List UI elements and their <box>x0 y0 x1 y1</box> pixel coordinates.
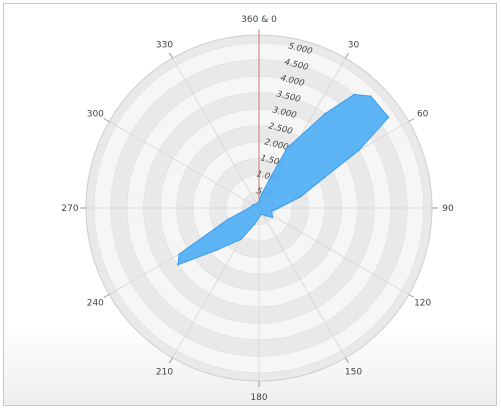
data-point-195 <box>253 223 256 225</box>
spoke-300 <box>108 121 260 209</box>
angle-label-60: 60 <box>417 110 429 120</box>
angle-tick-120 <box>408 294 415 298</box>
angle-label-30: 30 <box>348 40 360 50</box>
chart-frame: 360 & 0306090120150180210240270300330500… <box>3 3 497 406</box>
data-point-40 <box>353 93 356 96</box>
data-point-75 <box>299 196 302 198</box>
data-point-45 <box>370 95 372 97</box>
angle-label-150: 150 <box>345 368 362 378</box>
spoke-120 <box>258 207 410 295</box>
data-point-65 <box>323 176 326 179</box>
angle-label-210: 210 <box>156 368 173 378</box>
series-area-0 <box>177 93 390 266</box>
data-point-250 <box>227 218 229 221</box>
angle-label-90: 90 <box>442 204 454 214</box>
angle-tick-150 <box>345 357 349 364</box>
polar-chart: 360 & 0306090120150180210240270300330500… <box>61 15 454 403</box>
data-point-225 <box>216 249 218 251</box>
data-point-210 <box>240 238 242 241</box>
spoke-150 <box>258 207 346 359</box>
data-point-35 <box>324 112 326 115</box>
spoke-330 <box>172 57 260 209</box>
data-point-160 <box>260 213 263 215</box>
data-point-25 <box>286 147 288 150</box>
data-point-300 <box>252 203 255 206</box>
angle-label-240: 240 <box>87 299 104 309</box>
data-point-60 <box>358 149 360 152</box>
data-point-105 <box>270 210 273 213</box>
angle-tick-300 <box>103 118 110 122</box>
data-point-55 <box>387 116 390 119</box>
angle-label-300: 300 <box>87 110 104 120</box>
angle-tick-30 <box>345 52 349 59</box>
angle-label-120: 120 <box>414 299 431 309</box>
angle-tick-240 <box>103 294 110 298</box>
data-point-0 <box>258 200 260 203</box>
angle-label-330: 330 <box>156 40 173 50</box>
data-point-20 <box>268 179 270 181</box>
data-point-330 <box>255 202 258 205</box>
data-point-270 <box>248 207 250 209</box>
data-point-235 <box>177 263 179 266</box>
data-point-240 <box>178 253 180 255</box>
angle-tick-330 <box>169 52 173 59</box>
data-point-90 <box>277 207 280 209</box>
data-point-125 <box>271 216 274 219</box>
angle-label-270: 270 <box>61 204 78 214</box>
data-point-10 <box>260 194 263 196</box>
angle-label-0: 360 & 0 <box>241 15 277 25</box>
angle-tick-210 <box>169 357 173 364</box>
angle-label-180: 180 <box>250 393 267 403</box>
angle-tick-60 <box>408 118 415 122</box>
data-point-140 <box>264 214 267 217</box>
